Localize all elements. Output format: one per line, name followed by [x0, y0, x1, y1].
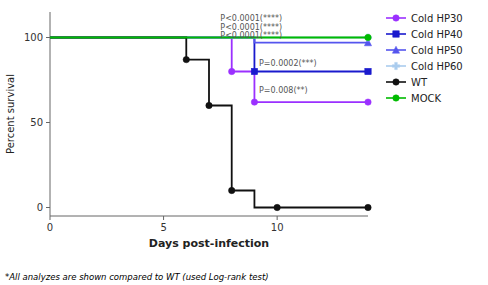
legend-marker — [393, 31, 399, 37]
x-tick — [277, 216, 278, 220]
survival-marker — [229, 187, 235, 193]
x-tick-label: 10 — [271, 222, 284, 233]
survival-marker — [364, 34, 371, 41]
x-tick-label: 0 — [47, 222, 53, 233]
chart: 0510050100Days post-infectionPercent sur… — [0, 0, 488, 285]
survival-marker — [365, 204, 371, 210]
y-tick — [46, 122, 50, 123]
x-tick — [50, 216, 51, 220]
survival-line — [50, 37, 368, 39]
legend-label: WT — [411, 77, 428, 88]
y-tick — [46, 37, 50, 38]
legend-marker — [393, 15, 399, 21]
legend-label: Cold HP50 — [411, 45, 463, 56]
survival-marker — [206, 102, 212, 108]
survival-marker — [274, 204, 280, 210]
y-tick-label: 0 — [37, 202, 43, 213]
footnote: *All analyzes are shown compared to WT (… — [5, 272, 269, 282]
y-tick — [46, 207, 50, 208]
legend-marker — [393, 95, 399, 101]
annotation: P=0.008(**) — [259, 86, 308, 95]
legend-label: MOCK — [411, 93, 441, 104]
legend-marker — [392, 46, 399, 53]
x-tick — [163, 216, 164, 220]
y-tick-label: 100 — [24, 32, 43, 43]
survival-marker — [365, 34, 371, 40]
survival-marker — [229, 68, 235, 74]
legend-marker — [393, 79, 399, 85]
y-axis-line — [50, 12, 51, 216]
legend-label: Cold HP60 — [411, 61, 463, 72]
x-axis-label: Days post-infection — [149, 237, 269, 250]
survival-line — [50, 38, 368, 43]
x-tick-label: 5 — [160, 222, 166, 233]
legend-label: Cold HP40 — [411, 29, 463, 40]
annotation: P=0.0002(***) — [259, 59, 317, 68]
survival-marker — [365, 99, 371, 105]
x-axis-line — [50, 216, 368, 217]
y-tick-label: 50 — [30, 117, 43, 128]
survival-marker — [251, 99, 257, 105]
y-axis-label: Percent survival — [5, 74, 16, 154]
legend-label: Cold HP30 — [411, 13, 463, 24]
survival-marker — [365, 68, 371, 74]
survival-marker — [183, 56, 189, 62]
survival-line — [50, 38, 368, 208]
annotation: P<0.0001(****) — [220, 31, 282, 40]
legend-marker — [392, 62, 399, 69]
legend: Cold HP30 Cold HP40 Cold HP50 Cold HP60 WT MO… — [386, 13, 463, 104]
survival-marker — [251, 68, 257, 74]
survival-line — [50, 37, 368, 39]
plot-marks — [50, 34, 372, 211]
